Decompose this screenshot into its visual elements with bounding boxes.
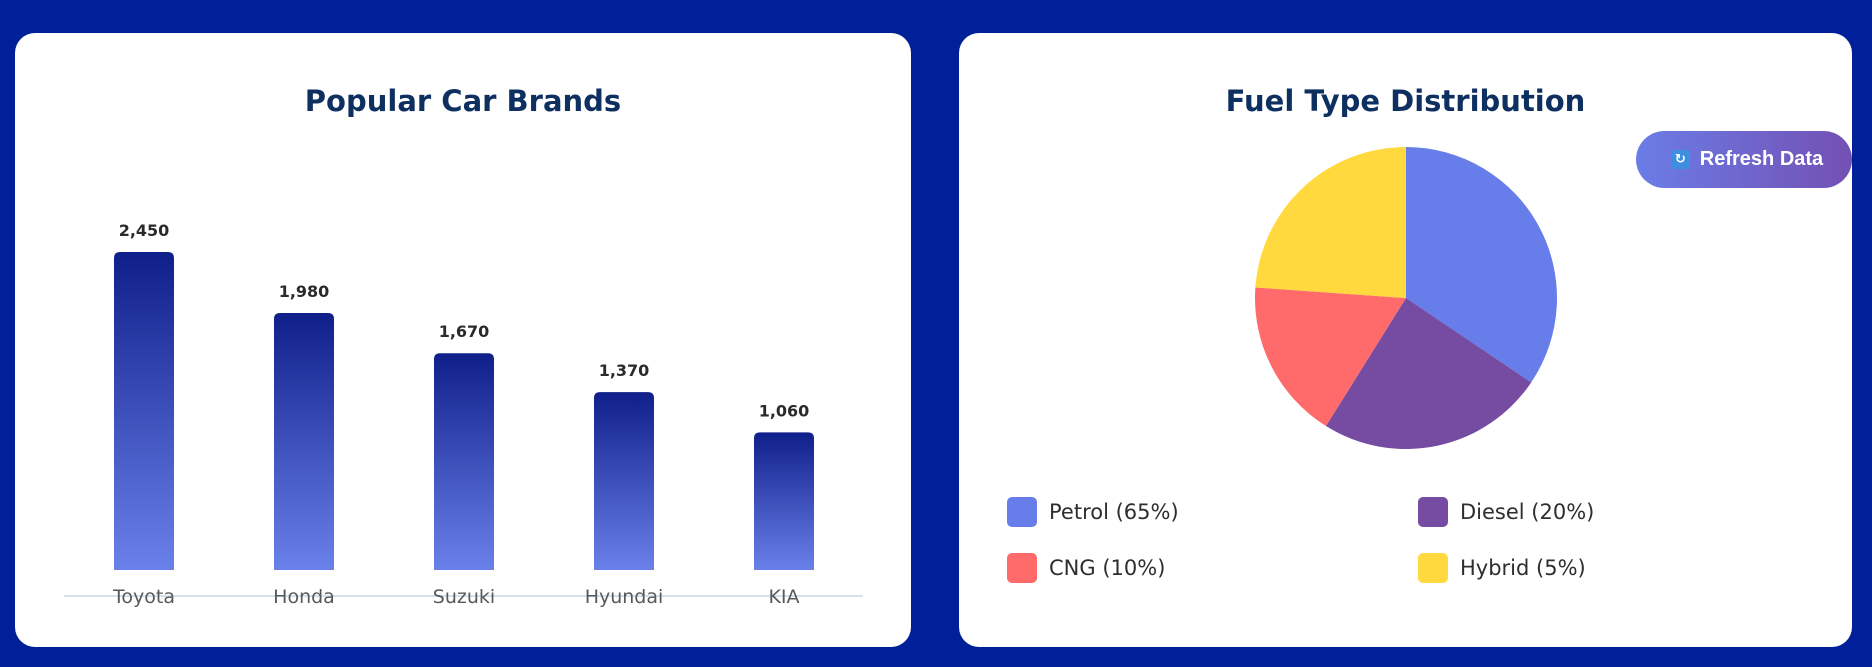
bar-honda bbox=[274, 313, 334, 570]
legend-swatch-cng bbox=[1007, 553, 1037, 583]
bar-chart-title: Popular Car Brands bbox=[304, 84, 622, 118]
refresh-icon: ↻ bbox=[1670, 150, 1690, 169]
bar-label-suzuki: Suzuki bbox=[433, 586, 495, 608]
legend-label-petrol: Petrol (65%) bbox=[1049, 500, 1179, 524]
bar-label-honda: Honda bbox=[273, 586, 335, 608]
legend-item-cng: CNG (10%) bbox=[1007, 553, 1165, 583]
pie-slice-petrol bbox=[1406, 147, 1557, 383]
bar-value-toyota: 2,450 bbox=[119, 221, 170, 240]
legend-swatch-diesel bbox=[1418, 497, 1448, 527]
pie-chart-card: Fuel Type Distribution ↻ Refresh Data Pe… bbox=[959, 33, 1852, 647]
legend-label-cng: CNG (10%) bbox=[1049, 556, 1166, 580]
pie-slice-hybrid bbox=[1255, 147, 1406, 298]
legend-swatch-hybrid bbox=[1418, 553, 1448, 583]
bar-value-hyundai: 1,370 bbox=[599, 361, 650, 380]
legend-label-diesel: Diesel (20%) bbox=[1460, 500, 1595, 524]
pie-chart bbox=[1255, 147, 1557, 450]
bar-value-suzuki: 1,670 bbox=[439, 322, 490, 341]
bar-label-kia: KIA bbox=[768, 586, 799, 608]
pie-slice-diesel bbox=[1325, 298, 1532, 450]
bar-kia bbox=[754, 432, 814, 570]
bar-value-honda: 1,980 bbox=[279, 282, 330, 301]
bar-chart-card: Popular Car Brands 2,450 Toyota 1,980 Honda… bbox=[15, 33, 911, 647]
bar-value-kia: 1,060 bbox=[759, 401, 810, 420]
bar-toyota bbox=[114, 252, 174, 570]
bar-hyundai bbox=[594, 392, 654, 570]
bar-label-hyundai: Hyundai bbox=[585, 586, 664, 608]
bar-suzuki bbox=[434, 353, 494, 570]
legend-item-diesel: Diesel (20%) bbox=[1418, 497, 1594, 527]
bar-chart: 2,450 Toyota 1,980 Honda 1,670 Suzuki 1,370 Hyu… bbox=[64, 221, 863, 608]
pie-slice-cng bbox=[1255, 287, 1406, 427]
refresh-data-label: Refresh Data bbox=[1699, 148, 1824, 170]
legend-label-hybrid: Hybrid (5%) bbox=[1460, 556, 1586, 580]
legend-item-hybrid: Hybrid (5%) bbox=[1418, 553, 1586, 583]
legend-swatch-petrol bbox=[1007, 497, 1037, 527]
legend-item-petrol: Petrol (65%) bbox=[1007, 497, 1179, 527]
pie-chart-title: Fuel Type Distribution bbox=[1225, 84, 1586, 118]
refresh-data-button[interactable]: ↻ Refresh Data bbox=[1636, 131, 1852, 188]
bar-label-toyota: Toyota bbox=[112, 586, 175, 608]
